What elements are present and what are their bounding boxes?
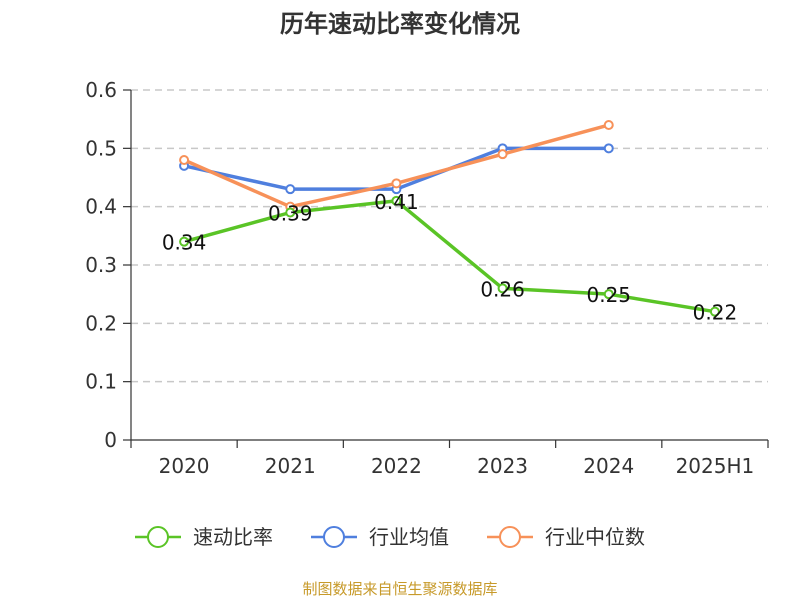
gridlines bbox=[131, 89, 768, 383]
series-group bbox=[179, 120, 720, 317]
y-tick-label: 0.4 bbox=[85, 195, 117, 219]
data-point bbox=[391, 195, 402, 206]
data-label: 0.25 bbox=[586, 283, 631, 307]
data-point bbox=[603, 120, 614, 130]
source-note: 制图数据来自恒生聚源数据库 bbox=[302, 580, 497, 598]
legend-marker bbox=[147, 526, 169, 548]
legend-item-2: 行业中位数 bbox=[487, 525, 645, 549]
data-point bbox=[497, 149, 508, 160]
x-tick-label: 2022 bbox=[371, 454, 422, 478]
y-tick-label: 0.3 bbox=[85, 253, 117, 277]
data-label: 0.26 bbox=[480, 277, 525, 301]
legend-label: 速动比率 bbox=[193, 525, 273, 549]
data-point bbox=[285, 207, 296, 218]
y-tick-label: 0.5 bbox=[85, 136, 117, 160]
y-tick-label: 0.2 bbox=[85, 311, 117, 335]
legend-marker bbox=[499, 526, 521, 548]
x-tick-label: 2024 bbox=[583, 454, 634, 478]
legend: 速动比率 行业均值 行业中位数 bbox=[135, 525, 645, 549]
data-label: 0.34 bbox=[162, 231, 207, 255]
x-tick-label: 2023 bbox=[477, 454, 528, 478]
data-point bbox=[179, 236, 190, 247]
data-labels: 0.34 0.39 0.41 0.26 0.25 0.22 bbox=[162, 190, 737, 325]
chart-title: 历年速动比率变化情况 bbox=[280, 10, 520, 38]
data-point bbox=[603, 143, 614, 154]
series-line-0 bbox=[183, 199, 716, 314]
y-tick-label: 0.1 bbox=[85, 370, 117, 394]
data-point bbox=[391, 178, 402, 189]
data-label: 0.22 bbox=[693, 301, 738, 325]
data-point bbox=[709, 306, 720, 317]
legend-item-0: 速动比率 bbox=[135, 525, 273, 549]
y-tick-label: 0.6 bbox=[85, 78, 117, 102]
x-tick-label: 2025H1 bbox=[676, 454, 755, 478]
data-label: 0.39 bbox=[268, 202, 313, 226]
legend-item-1: 行业均值 bbox=[311, 525, 449, 549]
x-tick-label: 2020 bbox=[159, 454, 210, 478]
legend-label: 行业中位数 bbox=[545, 525, 645, 549]
legend-label: 行业均值 bbox=[369, 525, 449, 549]
axes: 0 0.1 0.2 0.3 0.4 0.5 0.6 2020 2021 2022 2023 2024 2… bbox=[85, 78, 769, 478]
data-point bbox=[603, 289, 614, 300]
data-label: 0.41 bbox=[374, 190, 419, 214]
y-tick-label: 0 bbox=[104, 428, 117, 452]
legend-marker bbox=[323, 526, 345, 548]
data-point bbox=[285, 184, 296, 195]
data-point bbox=[179, 155, 190, 165]
data-point bbox=[497, 283, 508, 294]
x-tick-label: 2021 bbox=[265, 454, 316, 478]
